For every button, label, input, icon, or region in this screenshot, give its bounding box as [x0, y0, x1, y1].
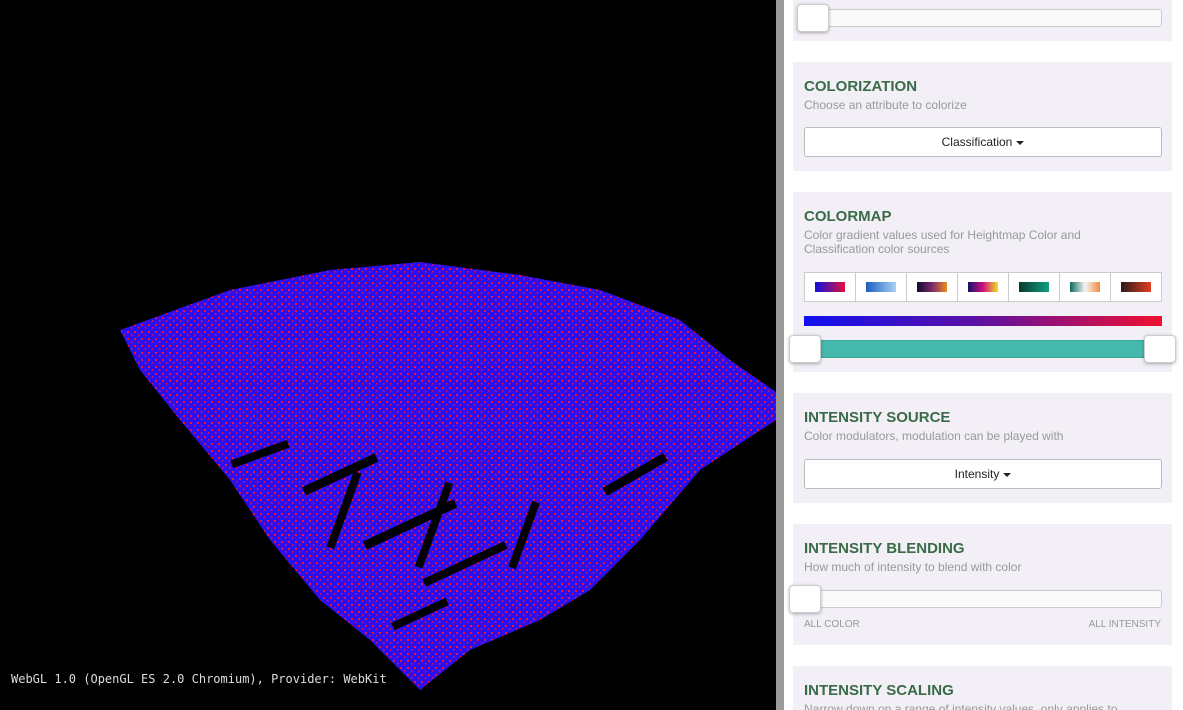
dropdown[interactable]: Intensity — [804, 459, 1162, 489]
gradient-bar — [804, 316, 1162, 326]
dropdown-label: Classification — [941, 135, 1013, 149]
panel-divider[interactable] — [776, 0, 784, 710]
section: COLORMAP Color gradient values used for … — [789, 192, 1176, 372]
section-title: INTENSITY SOURCE — [804, 409, 951, 426]
section-description: Color modulators, modulation can be play… — [804, 429, 1064, 443]
section-title: COLORIZATION — [804, 78, 918, 95]
slider-track[interactable] — [804, 9, 1162, 27]
slider-handle[interactable] — [789, 585, 821, 613]
webgl-viewport[interactable]: WebGL 1.0 (OpenGL ES 2.0 Chromium), Prov… — [0, 0, 776, 710]
range-slider-max-handle[interactable] — [1144, 335, 1176, 363]
colormap-button[interactable] — [957, 272, 1009, 302]
slider-min-label: ALL COLOR — [804, 619, 860, 630]
section-description: Narrow down on a range of intensity valu… — [804, 702, 1118, 710]
slider-track[interactable] — [804, 590, 1162, 608]
section-description: Color gradient values used for Heightmap… — [804, 228, 1081, 256]
colormap-button[interactable] — [804, 272, 856, 302]
range-slider-min-handle[interactable] — [789, 335, 821, 363]
colormap-button[interactable] — [1008, 272, 1060, 302]
colormap-button[interactable] — [1110, 272, 1162, 302]
dropdown[interactable]: Classification — [804, 127, 1162, 157]
section-partial — [793, 0, 1172, 41]
section: INTENSITY SCALING Narrow down on a range… — [793, 666, 1172, 710]
section: COLORIZATION Choose an attribute to colo… — [793, 62, 1172, 171]
point-cloud — [120, 262, 776, 690]
settings-panel: COLORIZATION Choose an attribute to colo… — [784, 0, 1183, 710]
section: INTENSITY BLENDING How much of intensity… — [789, 524, 1172, 645]
colormap-button[interactable] — [906, 272, 958, 302]
slider-handle[interactable] — [797, 4, 829, 32]
dropdown-label: Intensity — [954, 467, 1000, 481]
range-slider-track[interactable] — [804, 340, 1154, 358]
section-description: How much of intensity to blend with colo… — [804, 560, 1022, 574]
section-title: COLORMAP — [804, 208, 892, 225]
section-title: INTENSITY BLENDING — [804, 540, 965, 557]
section-title: INTENSITY SCALING — [804, 682, 954, 699]
section-description: Choose an attribute to colorize — [804, 98, 967, 112]
slider-max-label: ALL INTENSITY — [1088, 619, 1161, 630]
status-text: WebGL 1.0 (OpenGL ES 2.0 Chromium), Prov… — [11, 672, 387, 686]
colormap-button[interactable] — [1059, 272, 1111, 302]
colormap-button[interactable] — [855, 272, 907, 302]
section: INTENSITY SOURCE Color modulators, modul… — [793, 393, 1172, 503]
